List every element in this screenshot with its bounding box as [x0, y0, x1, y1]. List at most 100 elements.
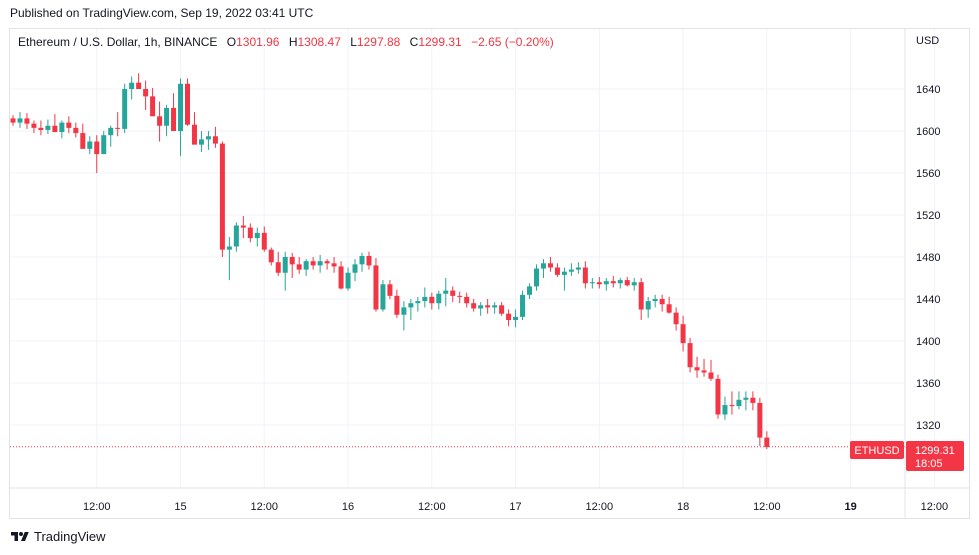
candle-body: [680, 324, 686, 344]
candle-body: [408, 303, 414, 308]
candle-body: [520, 294, 526, 317]
candle-body: [603, 281, 609, 285]
candle-body: [561, 271, 567, 275]
candle-body: [233, 225, 239, 247]
candle-body: [66, 122, 72, 128]
candle-body: [275, 262, 281, 273]
candle-body: [17, 118, 23, 123]
candle-body: [212, 136, 218, 144]
x-tick-label: 12:00: [83, 501, 111, 513]
candle-body: [59, 122, 65, 133]
candle-body: [638, 282, 644, 310]
candle-body: [750, 397, 756, 403]
candle-body: [701, 370, 707, 373]
candle-body: [164, 107, 170, 126]
legend-open-value: 1301.96: [236, 35, 280, 49]
chart-frame: [9, 28, 970, 519]
candle-body: [673, 312, 679, 325]
candle-body: [289, 257, 295, 265]
candle-body: [191, 124, 197, 145]
candle-body: [575, 267, 581, 270]
candle-body: [617, 280, 623, 284]
candle-body: [324, 261, 330, 264]
y-tick-label: 1520: [916, 210, 940, 222]
candle-body: [129, 82, 135, 89]
candle-body: [80, 133, 86, 149]
candle-body: [205, 136, 211, 140]
candle-body: [219, 143, 225, 250]
x-tick-label: 18: [677, 501, 689, 513]
candle-body: [143, 89, 149, 97]
legend-low-label: L: [350, 35, 357, 49]
currency-label[interactable]: USD: [916, 35, 940, 47]
candle-body: [171, 107, 177, 131]
candle-body: [743, 397, 749, 400]
legend-close-value: 1299.31: [418, 35, 462, 49]
candle-body: [645, 301, 651, 310]
price-axis: 1640 1600 1560 1520 1480 1440 1400 1360 1320: [916, 84, 940, 432]
y-tick-label: 1480: [916, 252, 940, 264]
candle-body: [366, 255, 372, 266]
candle-body: [150, 96, 156, 117]
candle-body: [115, 127, 121, 129]
candle-body: [317, 261, 323, 266]
candle-body: [73, 127, 79, 134]
y-tick-label: 1400: [916, 336, 940, 348]
candle-body: [478, 305, 484, 309]
candle-body: [303, 261, 309, 270]
candle-body: [31, 123, 37, 128]
candle-body: [547, 263, 553, 268]
y-tick-label: 1560: [916, 168, 940, 180]
legend-close-label: C: [409, 35, 419, 49]
candle-body: [345, 272, 351, 289]
candle-body: [582, 267, 588, 284]
candle-body: [506, 313, 512, 320]
candle-body: [87, 141, 93, 149]
candle-body: [240, 225, 246, 228]
candle-body: [415, 301, 421, 304]
candle-body: [373, 265, 379, 310]
legend-change: −2.65 (−0.20%): [471, 35, 554, 49]
candle-body: [261, 232, 267, 250]
candle-body: [136, 82, 142, 89]
candle-body: [687, 343, 693, 368]
x-tick-label: 17: [509, 501, 521, 513]
brand-footer[interactable]: TradingView: [10, 529, 106, 544]
x-tick-label: 19: [844, 501, 856, 513]
chart-legend: Ethereum / U.S. Dollar, 1h, BINANCE O130…: [18, 35, 554, 49]
symbol-tag-label: ETHUSD: [854, 445, 899, 457]
candle-body: [527, 286, 533, 295]
candle-body: [101, 135, 107, 155]
candle-body: [708, 372, 714, 379]
candle-body: [436, 293, 442, 304]
candle-body: [157, 116, 163, 126]
candle-body: [464, 296, 470, 304]
candle-body: [122, 89, 128, 129]
candle-body: [422, 296, 428, 302]
candle-body: [659, 299, 665, 305]
candle-body: [568, 269, 574, 272]
candle-body: [108, 127, 114, 136]
candle-body: [94, 141, 100, 155]
candle-body: [198, 139, 204, 145]
candle-body: [457, 295, 463, 297]
x-tick-label: 15: [174, 501, 186, 513]
candle-body: [729, 405, 735, 407]
x-tick-label: 12:00: [921, 501, 949, 513]
candle-body: [540, 263, 546, 269]
candle-body: [736, 399, 742, 407]
time-axis: 12:00 15 12:00 16 12:00 17 12:00 18 12:00 19 12:00: [83, 501, 948, 513]
brand-name: TradingView: [34, 529, 106, 544]
candle-body: [513, 316, 519, 320]
candle-body: [485, 305, 491, 308]
candle-body: [387, 284, 393, 296]
candle-body: [359, 255, 365, 265]
price-tag-value: 1299.31: [915, 445, 955, 457]
candle-body: [722, 405, 728, 415]
candle-body: [268, 249, 274, 263]
candle-body: [254, 232, 260, 239]
candle-body: [45, 125, 51, 130]
candle-body: [282, 257, 288, 273]
legend-open-label: O: [226, 35, 237, 49]
